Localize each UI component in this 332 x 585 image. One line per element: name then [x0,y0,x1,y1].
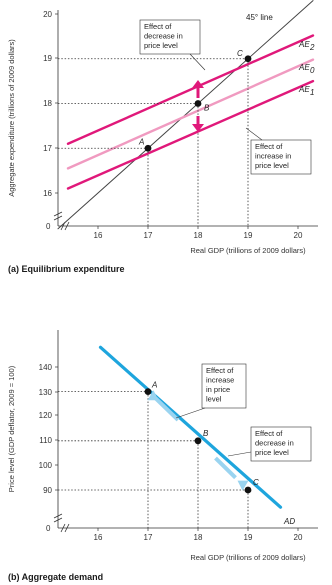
movement-arrowhead-up [147,390,159,401]
panel-aggregate-demand: 0 16 17 18 19 20 90 100 110 120 130 140 Real GDP (tr… [7,330,318,582]
line-label-45: 45° line [246,13,273,22]
origin-label: 0 [46,222,51,231]
y-tick-label: 140 [39,363,53,372]
x-tick-label: 19 [244,231,253,240]
x-tick-label: 18 [194,533,203,542]
curve-label-ae0-sub: 0 [310,66,315,75]
curve-label-ae1-sub: 1 [310,88,314,97]
y-tick-label: 19 [43,54,52,63]
x-tick-label: 19 [244,533,253,542]
annotation-leader [189,53,206,71]
annotation-text: increase [206,376,234,385]
series-line-ae0 [66,58,315,170]
y-axis-break [53,513,63,523]
shift-arrowhead-up [192,80,204,88]
y-tick-label: 16 [43,189,52,198]
curve-label-ae0: AE [298,63,310,72]
equilibrium-point-c [244,55,252,63]
x-tick-label: 17 [144,231,153,240]
curve-label-ad: AD [283,517,295,526]
y-axis-break [53,211,63,221]
x-tick-label: 18 [194,231,203,240]
x-axis-break [60,523,70,533]
x-tick-label: 16 [94,231,103,240]
annotation-text: Effect of [206,366,234,375]
annotation-leader [227,451,252,457]
series-line-45line [57,0,314,230]
point-label: A [138,137,144,146]
x-tick-label: 17 [144,533,153,542]
annotation-box [139,19,201,55]
curve-label-ae1: AE [298,85,310,94]
shift-arrowhead-down [192,124,204,132]
equilibrium-point-c [244,486,252,494]
y-tick-label: 130 [39,388,53,397]
panel-caption: (b) Aggregate demand [8,572,103,582]
annotation-text: increase in [255,152,291,161]
y-tick-label: 110 [39,436,52,445]
point-label: C [253,478,259,487]
annotation-text: price level [255,448,289,457]
annotation-box [201,363,247,409]
y-tick-label: 20 [43,10,52,19]
curve-label-ae2: AE [298,40,310,49]
y-tick-label: 90 [43,486,52,495]
y-tick-label: 120 [39,411,53,420]
equilibrium-point-b [194,437,202,445]
series-line-ae1 [66,79,315,190]
y-axis-title: Price level (GDP deflator, 2009 = 100) [7,365,16,492]
movement-arrow-down [214,456,237,480]
equilibrium-point-a [144,144,152,152]
point-label: B [204,104,210,113]
annotation-text: decrease in [255,439,294,448]
curve-label-ae2-sub: 2 [309,43,315,52]
equilibrium-point-b [194,100,202,107]
annotation-leader [245,127,263,141]
x-tick-label: 20 [294,231,303,240]
annotation-text: Effect of [255,142,283,151]
series-line-ad [98,345,283,509]
annotation-text: price level [144,41,178,50]
panel-caption: (a) Equilibrium expenditure [8,264,125,274]
origin-label: 0 [46,524,51,533]
y-tick-label: 100 [39,461,53,470]
x-tick-label: 16 [94,533,103,542]
x-axis-title: Real GDP (trillions of 2009 dollars) [190,246,306,255]
x-axis-title: Real GDP (trillions of 2009 dollars) [190,553,306,562]
movement-arrow-up [154,396,180,422]
y-tick-label: 17 [43,144,52,153]
y-tick-label: 18 [43,99,52,108]
point-label: B [203,429,209,438]
annotation-text: in price [206,385,230,394]
series-line-ae2 [66,34,315,145]
annotation-box [250,426,312,462]
movement-arrowhead-down [237,480,249,491]
annotation-box [250,139,312,175]
annotation-text: price level [255,161,289,170]
annotation-text: level [206,395,222,404]
x-tick-label: 20 [294,533,303,542]
annotation-text: decrease in [144,32,183,41]
equilibrium-point-a [144,388,152,395]
point-label: A [151,381,157,390]
annotation-leader [175,407,206,419]
y-axis-title: Aggregate expenditure (trillions of 2009… [7,39,16,197]
point-label: C [237,49,243,58]
annotation-text: Effect of [144,22,172,31]
annotation-text: Effect of [255,429,283,438]
